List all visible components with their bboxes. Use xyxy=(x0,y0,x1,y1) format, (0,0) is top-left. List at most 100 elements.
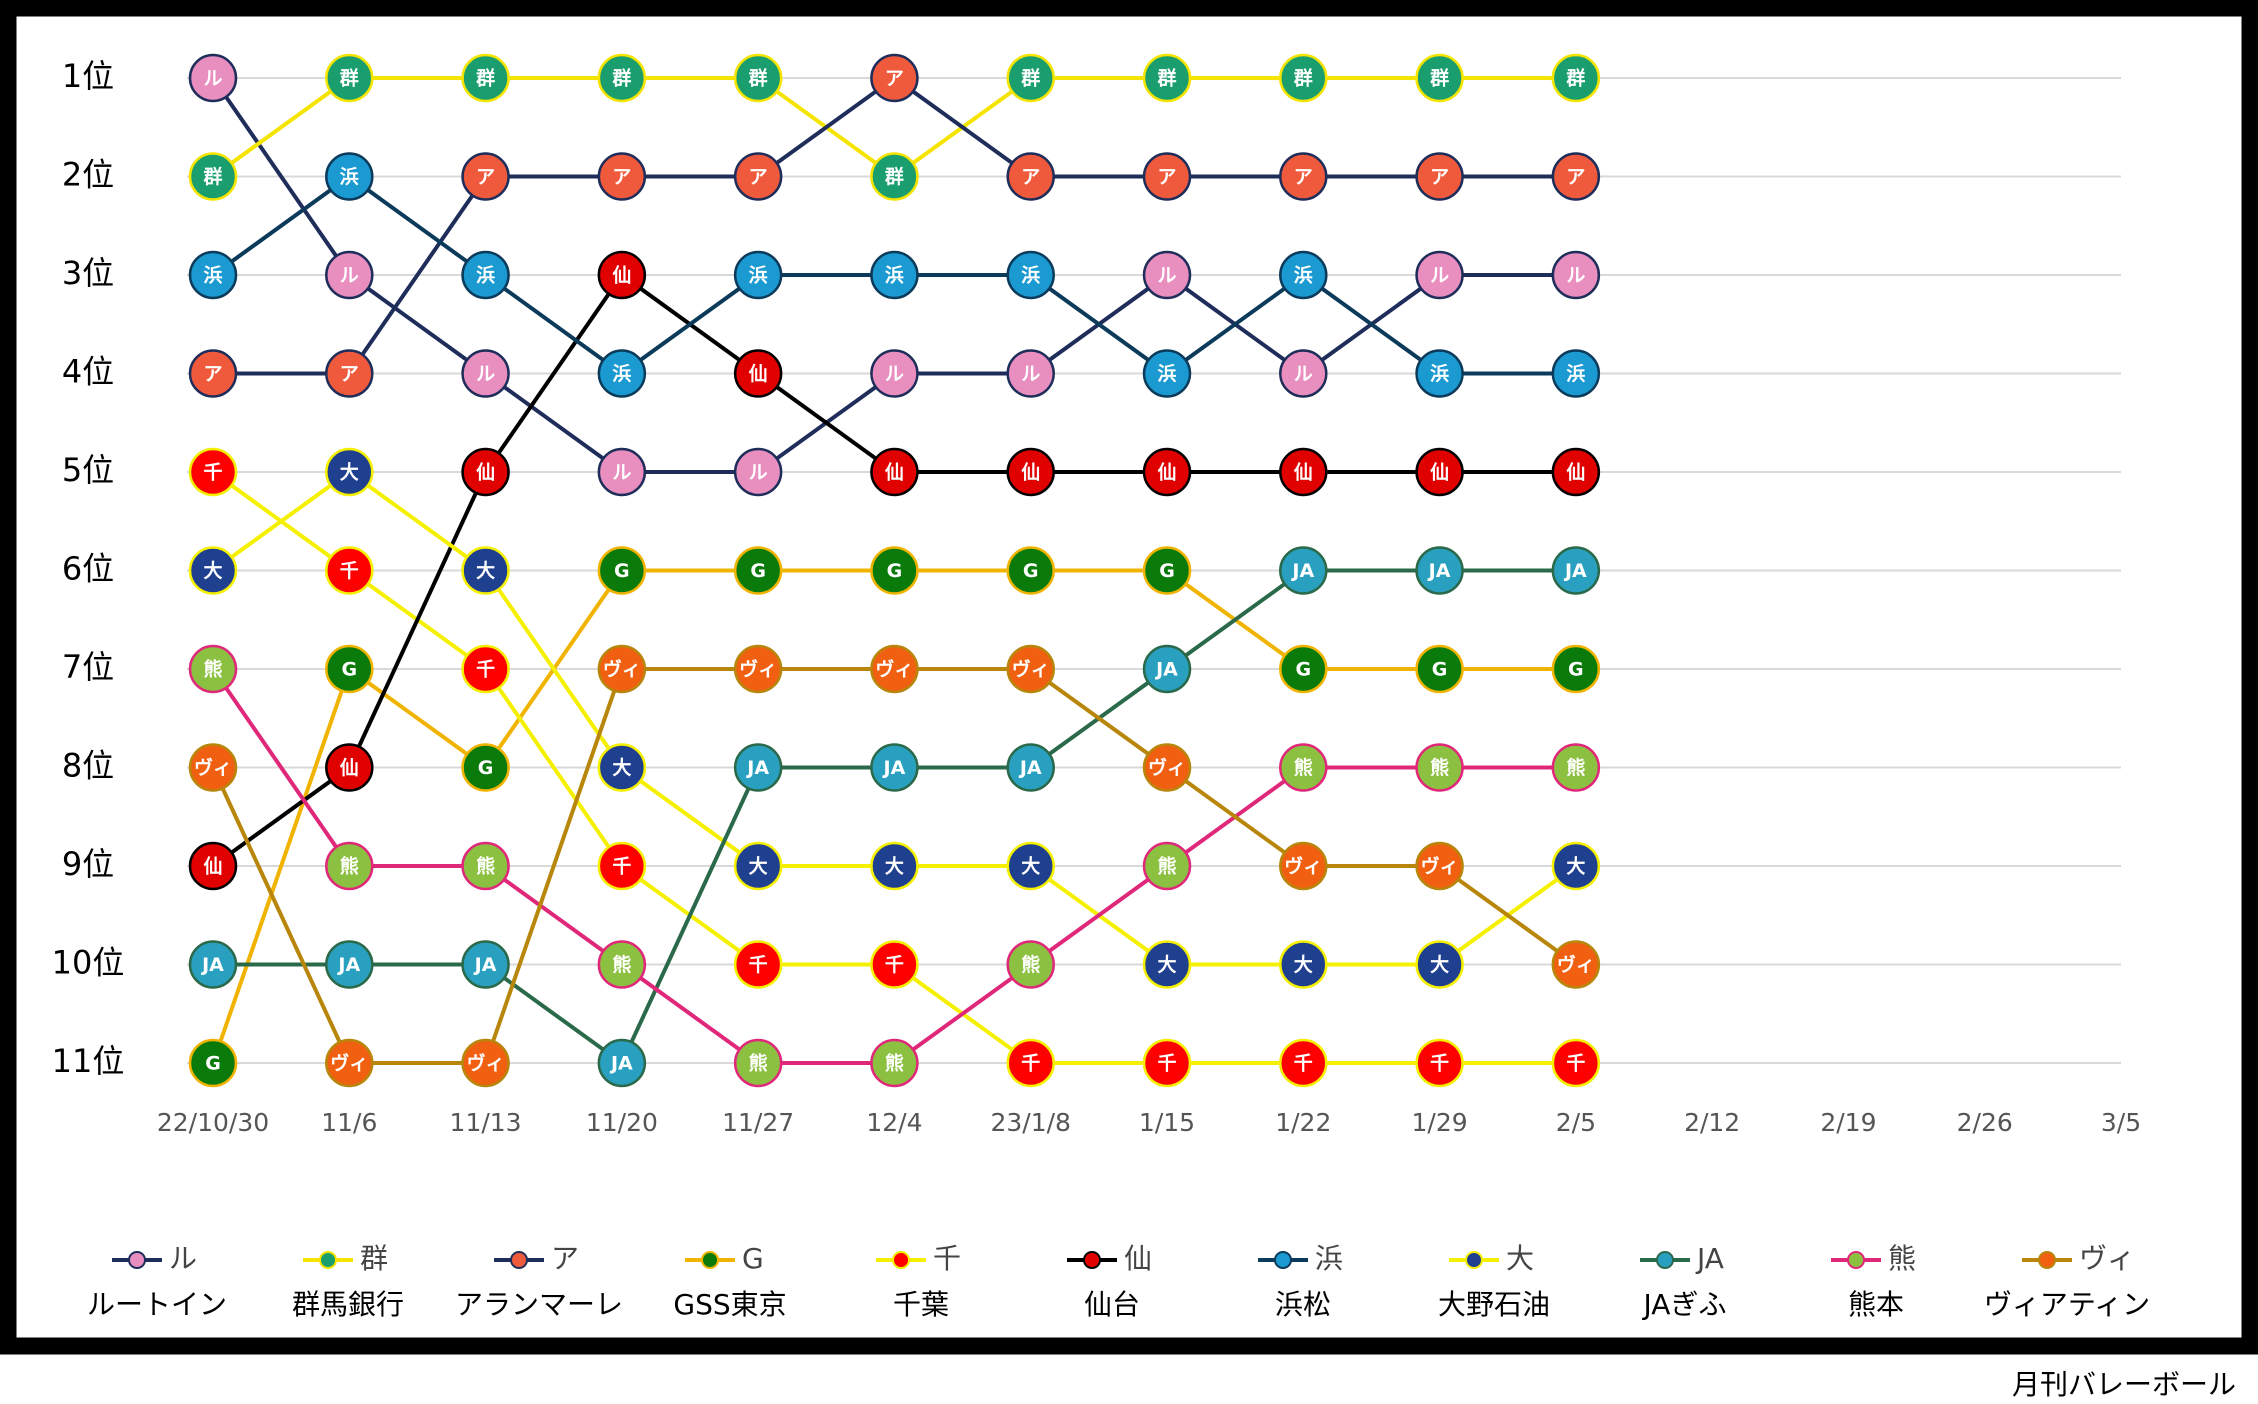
marker xyxy=(597,841,647,891)
marker xyxy=(461,349,510,398)
marker xyxy=(461,250,510,300)
marker xyxy=(1279,940,1328,989)
marker-label: ヴィ xyxy=(467,1052,505,1075)
marker-label: 大 xyxy=(1021,855,1040,878)
marker xyxy=(461,644,510,694)
legend-short: 大 xyxy=(1506,1242,1534,1275)
marker-label: 浜 xyxy=(476,265,495,287)
marker-label: 千 xyxy=(340,560,359,582)
marker-label: 仙 xyxy=(476,461,495,484)
marker-label: 大 xyxy=(612,756,631,779)
marker-label: JA xyxy=(200,954,224,976)
marker-label: ル xyxy=(340,265,359,287)
marker-label: 群 xyxy=(1293,67,1313,90)
marker-label: 大 xyxy=(749,855,768,878)
y-tick-label: 4位 xyxy=(62,353,114,391)
marker xyxy=(733,53,783,103)
marker-label: 浜 xyxy=(612,363,631,385)
x-tick-label: 2/26 xyxy=(1957,1108,2013,1137)
marker-label: JA xyxy=(336,954,360,976)
marker xyxy=(1142,546,1192,595)
x-tick-label: 11/20 xyxy=(586,1108,658,1137)
y-tick-label: 9位 xyxy=(62,845,114,883)
y-tick-label: 11位 xyxy=(52,1042,125,1080)
marker xyxy=(188,546,238,595)
legend-marker xyxy=(510,1251,528,1269)
legend-short: JA xyxy=(1695,1242,1724,1275)
marker-label: ル xyxy=(1430,265,1449,287)
marker xyxy=(1551,447,1601,497)
marker xyxy=(1142,841,1192,891)
marker-label: JA xyxy=(609,1053,633,1075)
marker-label: 浜 xyxy=(885,265,904,287)
marker-label: 千 xyxy=(1021,1053,1040,1075)
marker-label: 仙 xyxy=(203,855,222,878)
marker xyxy=(733,644,783,694)
marker-label: ル xyxy=(1021,363,1040,385)
marker-label: ル xyxy=(1294,363,1313,385)
marker xyxy=(461,447,510,497)
legend-short: 群 xyxy=(360,1242,388,1275)
marker-label: ア xyxy=(476,166,495,188)
marker-label: 仙 xyxy=(1430,461,1449,484)
marker xyxy=(325,1038,374,1088)
marker-label: 群 xyxy=(748,67,768,90)
marker xyxy=(1006,644,1055,694)
marker xyxy=(1142,743,1192,792)
marker xyxy=(597,743,647,792)
marker-label: ル xyxy=(749,462,768,484)
marker-label: 大 xyxy=(1294,953,1313,976)
y-tick-label: 3位 xyxy=(62,254,114,292)
legend-marker xyxy=(1274,1251,1292,1269)
marker-label: 浜 xyxy=(1566,363,1585,385)
marker xyxy=(870,1038,919,1088)
marker-label: G xyxy=(1295,659,1311,681)
marker-label: 熊 xyxy=(885,1052,904,1075)
marker-label: 群 xyxy=(1565,67,1585,90)
legend-short: ア xyxy=(551,1242,579,1275)
marker xyxy=(1142,644,1192,694)
marker-label: JA xyxy=(1290,560,1314,582)
marker-label: ヴィ xyxy=(194,756,232,779)
marker xyxy=(597,349,647,398)
marker-label: 浜 xyxy=(1021,265,1040,287)
x-tick-label: 1/22 xyxy=(1275,1108,1331,1137)
marker xyxy=(1142,447,1192,497)
marker-label: 熊 xyxy=(749,1052,768,1075)
legend-marker xyxy=(701,1251,719,1269)
x-tick-label: 23/1/8 xyxy=(990,1108,1070,1137)
marker-label: ア xyxy=(885,68,904,90)
x-tick-label: 3/5 xyxy=(2101,1108,2141,1137)
marker-label: 千 xyxy=(1566,1053,1585,1075)
marker-label: JA xyxy=(473,954,497,976)
marker-label: ア xyxy=(1430,166,1449,188)
marker xyxy=(1006,841,1055,891)
marker xyxy=(461,152,510,201)
marker-label: 群 xyxy=(1156,67,1176,90)
marker-label: ヴィ xyxy=(603,658,641,681)
marker xyxy=(325,447,374,497)
marker-label: ヴィ xyxy=(739,658,777,681)
marker-label: ル xyxy=(1157,265,1176,287)
marker xyxy=(1142,53,1192,103)
marker xyxy=(1415,644,1464,694)
marker-label: ヴィ xyxy=(875,658,913,681)
legend-name: 大野石油 xyxy=(1438,1288,1550,1321)
marker xyxy=(1279,743,1328,792)
legend-short: 千 xyxy=(933,1242,961,1275)
marker xyxy=(733,250,783,300)
marker-label: ア xyxy=(749,166,768,188)
marker xyxy=(597,546,647,595)
marker-label: ア xyxy=(340,363,359,385)
marker-label: 仙 xyxy=(340,756,359,779)
marker xyxy=(188,349,238,398)
marker xyxy=(870,546,919,595)
marker-label: ア xyxy=(612,166,631,188)
marker-label: ヴィ xyxy=(1284,855,1322,878)
marker-label: 浜 xyxy=(1294,265,1313,287)
marker-label: 群 xyxy=(1020,67,1040,90)
marker-label: G xyxy=(341,659,357,681)
marker xyxy=(1551,940,1601,989)
marker xyxy=(1279,644,1328,694)
